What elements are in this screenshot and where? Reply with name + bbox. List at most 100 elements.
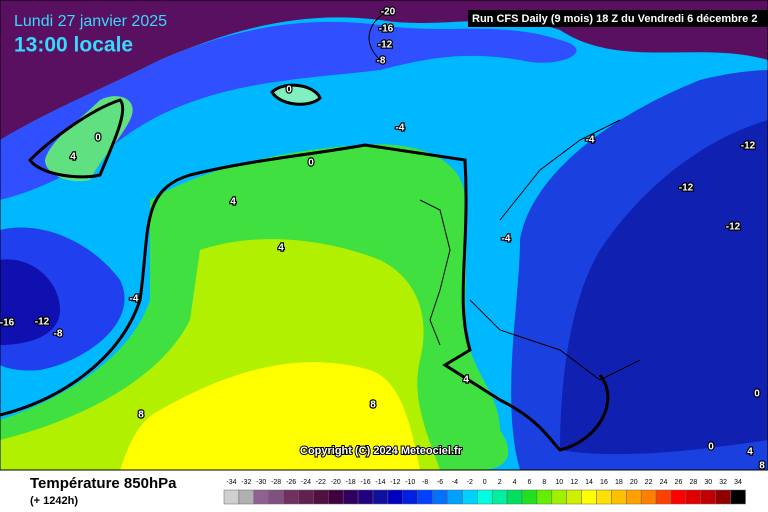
contour-label: 8 (759, 461, 765, 472)
scale-label: 6 (527, 479, 531, 486)
scale-swatch (626, 489, 642, 505)
scale-swatch (462, 489, 478, 505)
copyright: Copyright (C) 2024 Meteociel.fr (300, 445, 463, 457)
scale-label: -26 (286, 479, 296, 486)
contour-label: 4 (463, 375, 469, 386)
scale-label: -18 (346, 479, 356, 486)
color-scale: -34 -32 -30 -28 -26 -24 -22 -20 -18 -16 -14 -12 -10-… (223, 479, 746, 505)
contour-label: 0 (286, 85, 292, 96)
contour-label: -12 (679, 183, 694, 194)
scale-label: 34 (734, 479, 742, 486)
run-box (468, 10, 768, 27)
scale-label: 28 (689, 479, 697, 486)
scale-swatch (283, 489, 299, 505)
scale-swatch (387, 489, 404, 505)
scale-label: 2 (498, 479, 502, 486)
scale-swatch (491, 489, 508, 505)
scale-swatch (477, 489, 493, 505)
scale-swatch (685, 489, 702, 505)
scale-label: -4 (452, 479, 458, 486)
scale-swatch (357, 489, 374, 505)
scale-swatch (700, 489, 716, 505)
scale-label: -2 (467, 479, 473, 486)
scale-label: -34 (226, 479, 236, 486)
scale-label: 10 (555, 479, 563, 486)
scale-label: -12 (390, 479, 400, 486)
contour-label: -12 (35, 317, 50, 328)
scale-swatch (342, 489, 359, 505)
scale-label: 22 (645, 479, 653, 486)
contour-labels: -20 -16 -12 -8 0 -4 0 4 0 -4 -12 -12 4 -4 -12 4 -4 -16 -12… (0, 5, 766, 472)
scale-swatch (298, 489, 314, 505)
scale-swatch (417, 489, 433, 505)
scale-label: -14 (375, 479, 385, 486)
contour-label: -4 (502, 234, 511, 245)
map (0, 0, 768, 471)
contour-label: -12 (378, 40, 393, 51)
scale-swatch (447, 489, 463, 505)
scale-label: 0 (483, 479, 487, 486)
scale-swatch (611, 489, 627, 505)
footer-lead: (+ 1242h) (30, 495, 78, 507)
contour-label: 0 (754, 389, 760, 400)
footer-title: Température 850hPa (30, 475, 177, 492)
contour-label: -16 (379, 24, 394, 35)
contour-label: -8 (377, 56, 386, 67)
scale-label: 14 (585, 479, 593, 486)
scale-swatch (566, 489, 582, 505)
scale-swatch (730, 489, 746, 505)
scale-swatch (506, 489, 523, 505)
contour-label: 8 (138, 410, 144, 421)
scale-label: 30 (704, 479, 712, 486)
contour-label: -12 (726, 222, 741, 233)
scale-label: -22 (316, 479, 326, 486)
scale-label: -20 (331, 479, 341, 486)
scale-label: 8 (542, 479, 546, 486)
scale-swatch (238, 489, 255, 505)
scale-label: -8 (422, 479, 428, 486)
scale-label: -24 (301, 479, 311, 486)
scale-label: 16 (600, 479, 608, 486)
contour-label: -12 (741, 141, 756, 152)
contour-label: 0 (95, 133, 101, 144)
contour-label: 4 (278, 243, 284, 254)
contour-label: 0 (708, 442, 714, 453)
scale-swatch (268, 489, 284, 505)
scale-swatch (223, 489, 240, 505)
scale-swatch (372, 489, 389, 505)
contour-label: 4 (747, 447, 753, 458)
scale-label: -10 (405, 479, 415, 486)
scale-label: 12 (570, 479, 578, 486)
scale-swatch (432, 489, 448, 505)
scale-label: 26 (675, 479, 683, 486)
scale-label: -28 (271, 479, 281, 486)
scale-swatch (402, 489, 418, 505)
scale-swatch (655, 489, 672, 505)
scale-swatch (551, 489, 567, 505)
scale-label: -6 (437, 479, 443, 486)
scale-label: -16 (360, 479, 370, 486)
scale-swatch (328, 489, 344, 505)
contour-label: -16 (0, 318, 15, 329)
scale-label: 4 (513, 479, 517, 486)
scale-swatch (313, 489, 329, 505)
scale-swatch (596, 489, 612, 505)
contour-label: -4 (130, 294, 139, 305)
map-time: 13:00 locale (14, 34, 133, 57)
scale-label: 20 (630, 479, 638, 486)
contour-label: -4 (586, 135, 595, 146)
scale-label: -30 (256, 479, 266, 486)
scale-swatch (253, 489, 269, 505)
scale-label: -32 (241, 479, 251, 486)
scale-swatch (670, 489, 687, 505)
scale-swatch (640, 489, 657, 505)
scale-label: 32 (719, 479, 727, 486)
contour-label: 8 (370, 400, 376, 411)
contour-label: 4 (230, 197, 236, 208)
contour-label: 0 (308, 158, 314, 169)
scale-swatch (521, 489, 538, 505)
contour-label: 4 (70, 152, 76, 163)
run-info: Run CFS Daily (9 mois) 18 Z du Vendredi … (472, 13, 757, 25)
scale-swatch (581, 489, 597, 505)
